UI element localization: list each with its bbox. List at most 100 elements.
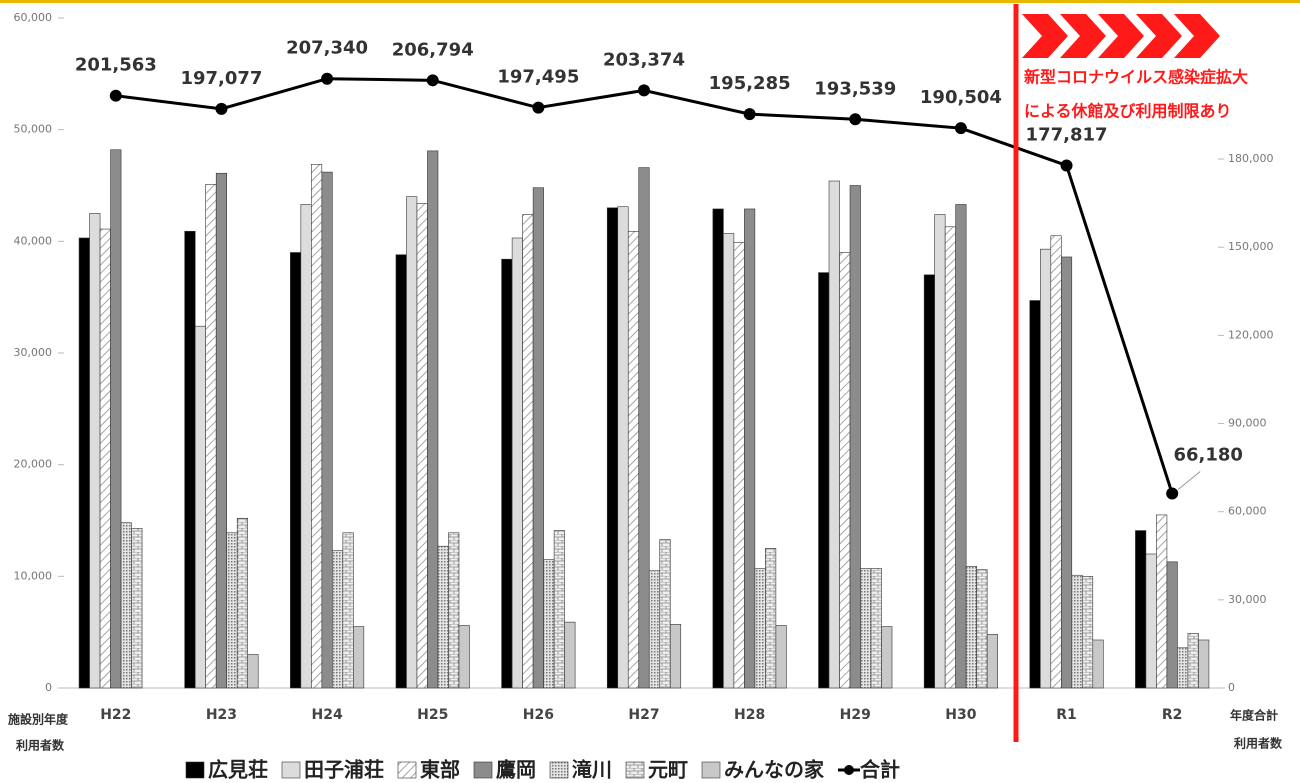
- bar: [532, 187, 544, 689]
- line-marker: [1166, 487, 1179, 500]
- bar: [321, 171, 333, 689]
- x-tick-label: H23: [206, 707, 237, 723]
- bar: [448, 532, 460, 689]
- bar: [247, 654, 259, 689]
- bar: [194, 325, 207, 689]
- bar: [955, 204, 967, 689]
- y2-tick-label: 150,000: [1228, 240, 1274, 253]
- bar: [1135, 530, 1147, 689]
- bar: [744, 208, 756, 689]
- legend-swatch: [185, 761, 205, 779]
- bar: [1156, 514, 1168, 689]
- bar: [1187, 632, 1199, 689]
- bar: [638, 167, 650, 689]
- bar: [1092, 639, 1104, 689]
- x-tick-label: H30: [945, 707, 976, 723]
- y2-tick-label: 120,000: [1228, 328, 1274, 341]
- bar: [828, 180, 840, 689]
- y-tick-label: 40,000: [14, 234, 53, 247]
- y-tick-label: 10,000: [14, 569, 53, 582]
- data-label: 66,180: [1173, 445, 1242, 466]
- y-tick-label: 50,000: [14, 123, 53, 136]
- y-tick-label: 30,000: [14, 346, 53, 359]
- bar: [818, 272, 830, 689]
- annotation: 新型コロナウイルス感染症拡大: [1024, 68, 1248, 87]
- bar: [553, 530, 565, 689]
- x-tick-label: H24: [311, 707, 342, 723]
- bar: [458, 625, 470, 689]
- y-axis-label: 利用者数: [16, 738, 65, 753]
- legend-swatch: [549, 761, 569, 779]
- bar: [870, 568, 882, 689]
- legend-marker: [844, 765, 854, 775]
- line-marker: [321, 72, 334, 85]
- bar: [416, 203, 428, 689]
- bar: [131, 528, 143, 689]
- bar: [120, 522, 132, 689]
- bar: [860, 568, 872, 689]
- bar: [986, 634, 998, 689]
- legend-label: 鷹岡: [496, 758, 536, 782]
- bar: [1060, 256, 1073, 689]
- y-axis-label: 施設別年度: [8, 712, 69, 727]
- bar: [965, 565, 977, 689]
- line-marker: [426, 74, 439, 87]
- y-tick-label: 60,000: [14, 11, 53, 24]
- line-marker: [849, 113, 862, 126]
- bar: [881, 626, 893, 689]
- y2-tick-label: 180,000: [1228, 152, 1274, 165]
- bar: [1071, 574, 1083, 689]
- bar: [89, 213, 101, 689]
- bar: [522, 214, 534, 689]
- data-label: 190,504: [920, 87, 1002, 108]
- bar: [1081, 576, 1094, 689]
- line-marker: [532, 101, 545, 114]
- x-tick-label: R1: [1056, 707, 1077, 723]
- bar: [669, 624, 682, 689]
- line-marker: [954, 122, 967, 135]
- chevrons: [1022, 14, 1220, 58]
- data-label: 177,817: [1026, 124, 1108, 145]
- bar: [1050, 235, 1062, 689]
- data-label: 193,539: [814, 78, 896, 99]
- data-label: 206,794: [392, 39, 474, 60]
- y2-axis-label: 利用者数: [1234, 736, 1283, 751]
- legend-label: 東部: [420, 758, 460, 782]
- bar: [944, 226, 956, 689]
- bar: [839, 252, 851, 689]
- line-marker: [215, 102, 228, 115]
- data-label: 201,563: [75, 55, 157, 76]
- bar: [215, 172, 228, 689]
- y2-tick-label: 30,000: [1228, 593, 1267, 606]
- x-tick-label: H22: [100, 707, 131, 723]
- bar: [543, 559, 555, 689]
- bar: [659, 539, 671, 689]
- bar: [923, 274, 935, 689]
- leader: [1177, 471, 1201, 490]
- bar: [406, 196, 418, 689]
- data-label: 197,077: [180, 68, 262, 89]
- legend-label: みんなの家: [724, 758, 825, 782]
- legend-swatch: [701, 761, 721, 779]
- bar: [511, 237, 523, 689]
- y2-tick-label: 90,000: [1228, 417, 1267, 430]
- bar: [606, 207, 619, 689]
- bar: [775, 625, 787, 689]
- bar: [564, 621, 576, 689]
- bar: [501, 258, 513, 689]
- y2-tick-label: 60,000: [1228, 505, 1267, 518]
- y2-axis-label: 年度合計: [1230, 708, 1278, 723]
- annotation: による休館及び利用制限あり: [1024, 102, 1232, 121]
- bar: [1029, 300, 1041, 689]
- bar: [1177, 647, 1189, 689]
- bar: [733, 242, 745, 689]
- bar: [723, 233, 735, 689]
- bar: [395, 254, 407, 689]
- bar: [205, 184, 217, 689]
- line-marker: [743, 108, 756, 121]
- legend-label: 広見荘: [208, 758, 268, 782]
- bar: [754, 568, 766, 689]
- bar: [1166, 561, 1178, 689]
- bar: [99, 228, 111, 689]
